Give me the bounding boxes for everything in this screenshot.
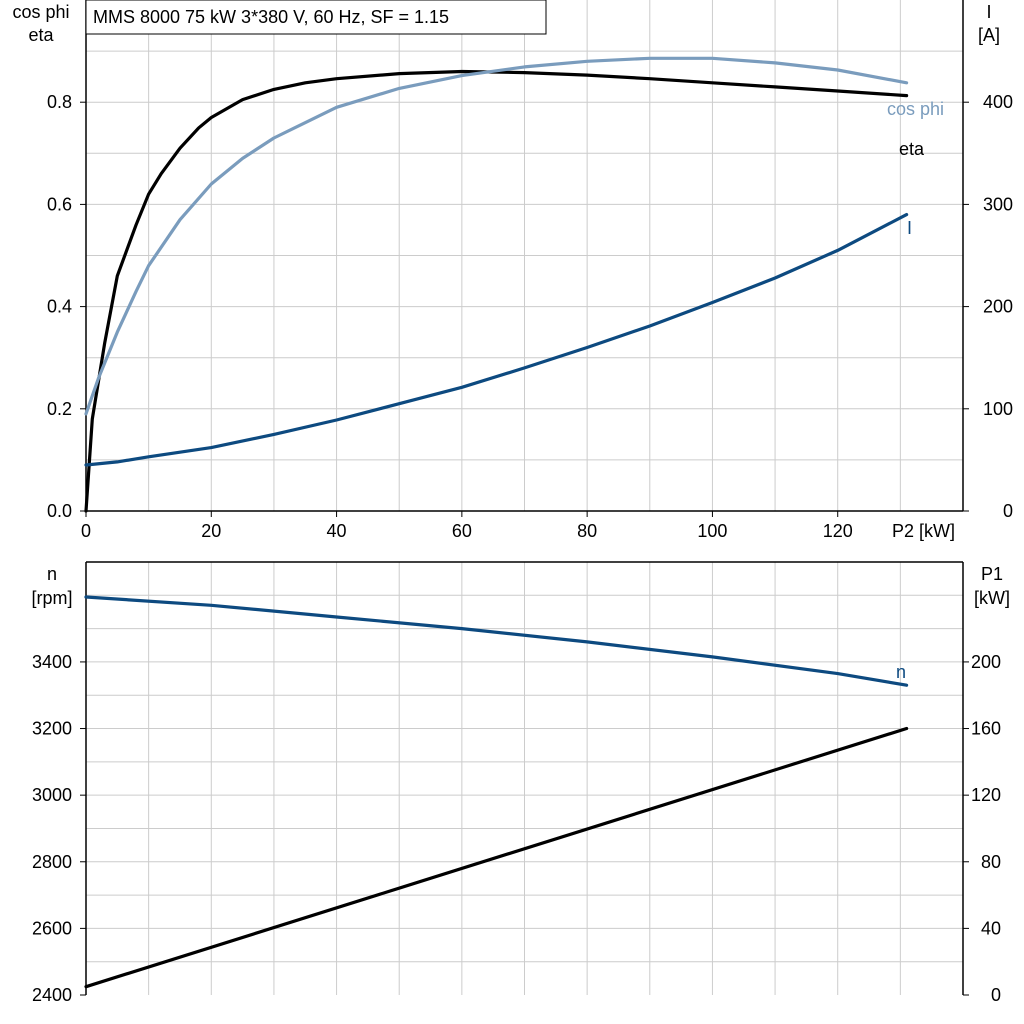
y-left-tick-label: 0.4 [47, 297, 72, 317]
x-tick-label: 0 [81, 521, 91, 541]
series-line-eta [84, 69, 909, 513]
y-right-tick-label: 200 [971, 652, 1001, 672]
x-tick-label: 20 [201, 521, 221, 541]
series-line-i [84, 213, 909, 467]
bottom-panel: 2400 2600 2800 3000 3200 3400 0 40 80 120 160 200 n [… [31, 561, 1010, 1005]
series-line-cos-phi [84, 56, 909, 416]
y-left-axis-label: eta [28, 25, 54, 45]
y-right-tick-label: 160 [971, 719, 1001, 739]
y-left-axis-label: n [47, 564, 57, 584]
y-left-tick-label: 0.2 [47, 399, 72, 419]
y-right-tick-label: 300 [983, 194, 1013, 214]
y-left-tick-label: 3200 [32, 719, 72, 739]
y-left-tick-label: 0.6 [47, 194, 72, 214]
y-right-tick-label: 0 [991, 985, 1001, 1005]
y-right-tick-label: 0 [1003, 501, 1013, 521]
x-axis-label: P2 [kW] [892, 521, 955, 541]
series-label-eta: eta [899, 139, 925, 159]
y-left-tick-label: 2800 [32, 852, 72, 872]
x-tick-label: 40 [327, 521, 347, 541]
y-left-tick-label: 0.8 [47, 92, 72, 112]
y-right-tick-label: 40 [981, 918, 1001, 938]
y-left-tick-label: 2400 [32, 985, 72, 1005]
series-label-i: I [907, 218, 912, 238]
y-right-tick-label: 400 [983, 92, 1013, 112]
series-line-p1-1 [84, 726, 909, 989]
y-right-tick-label: 120 [971, 785, 1001, 805]
y-left-axis-label: cos phi [12, 2, 69, 22]
chart-title: MMS 8000 75 kW 3*380 V, 60 Hz, SF = 1.15 [93, 7, 449, 27]
y-right-axis-label: I [986, 2, 991, 22]
y-left-tick-label: 3000 [32, 785, 72, 805]
y-right-tick-label: 80 [981, 852, 1001, 872]
x-tick-label: 100 [697, 521, 727, 541]
y-right-axis-label: [kW] [974, 588, 1010, 608]
x-tick-label: 120 [823, 521, 853, 541]
x-tick-label: 80 [577, 521, 597, 541]
x-tick-label: 60 [452, 521, 472, 541]
series-label-n: n [896, 662, 906, 682]
top-panel: 0 20 40 60 80 100 120 P2 [kW] 0.0 0.2 0.4 0.6 0.8 0 10… [12, 0, 1013, 541]
y-right-tick-label: 100 [983, 399, 1013, 419]
y-left-tick-label: 0.0 [47, 501, 72, 521]
series-line-n [84, 595, 909, 687]
series-label-cos-phi: cos phi [887, 99, 944, 119]
y-left-tick-label: 2600 [32, 918, 72, 938]
chart-title-box [85, 0, 547, 35]
y-left-axis-label: [rpm] [31, 588, 72, 608]
y-right-axis-label: P1 [981, 564, 1003, 584]
y-right-tick-label: 200 [983, 297, 1013, 317]
y-left-tick-label: 3400 [32, 652, 72, 672]
y-right-axis-label: [A] [978, 25, 1000, 45]
